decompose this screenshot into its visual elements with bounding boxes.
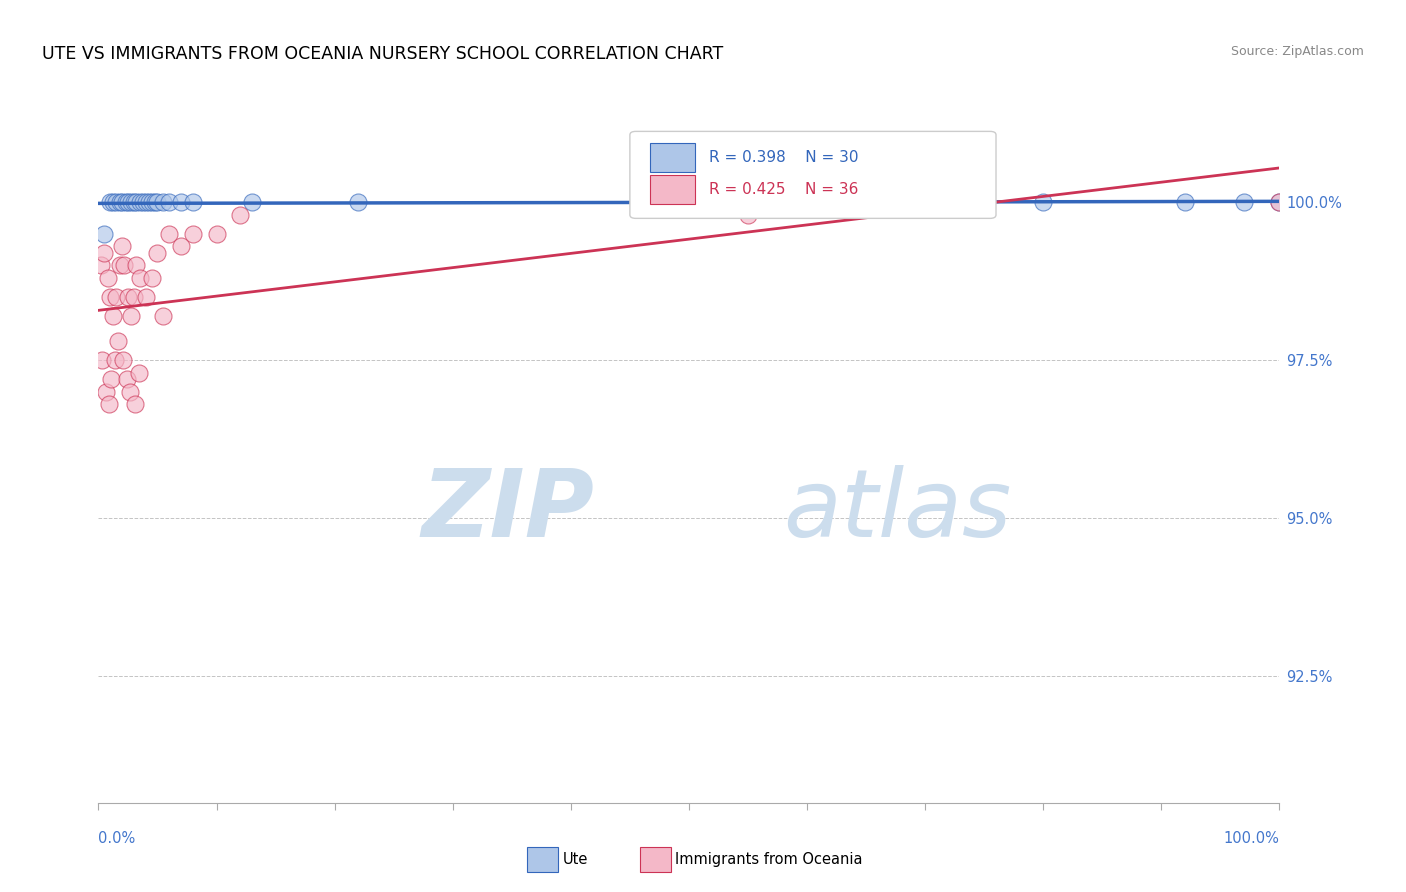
Point xyxy=(121,309,143,323)
Point xyxy=(90,258,112,272)
Point xyxy=(98,290,121,304)
Point xyxy=(122,194,145,209)
Point xyxy=(347,194,370,209)
Point xyxy=(98,397,121,411)
Text: Source: ZipAtlas.com: Source: ZipAtlas.com xyxy=(1230,45,1364,58)
Point xyxy=(170,239,193,253)
Point xyxy=(737,208,759,222)
Point xyxy=(111,239,134,253)
Point xyxy=(1233,194,1256,209)
Point xyxy=(100,372,122,386)
Point xyxy=(104,353,127,368)
Point xyxy=(128,366,150,380)
Point xyxy=(135,290,157,304)
Point xyxy=(114,194,136,209)
Point xyxy=(181,194,204,209)
FancyBboxPatch shape xyxy=(630,131,995,219)
Point xyxy=(120,384,142,399)
Text: atlas: atlas xyxy=(783,465,1012,556)
Text: UTE VS IMMIGRANTS FROM OCEANIA NURSERY SCHOOL CORRELATION CHART: UTE VS IMMIGRANTS FROM OCEANIA NURSERY S… xyxy=(42,45,724,62)
Point xyxy=(117,290,139,304)
Point xyxy=(101,194,124,209)
Point xyxy=(1174,194,1197,209)
Point xyxy=(1032,194,1054,209)
Point xyxy=(98,194,121,209)
Point xyxy=(152,309,174,323)
Point xyxy=(125,258,148,272)
Point xyxy=(170,194,193,209)
Text: Immigrants from Oceania: Immigrants from Oceania xyxy=(675,853,862,867)
Text: 100.0%: 100.0% xyxy=(1223,830,1279,846)
Point xyxy=(117,194,139,209)
Point xyxy=(205,227,228,241)
Point xyxy=(105,194,128,209)
Point xyxy=(143,194,166,209)
Point xyxy=(93,227,115,241)
Point xyxy=(128,194,150,209)
Text: Ute: Ute xyxy=(562,853,588,867)
Point xyxy=(111,194,134,209)
Point xyxy=(141,270,163,285)
Point xyxy=(855,194,877,209)
Point xyxy=(737,194,759,209)
Point xyxy=(157,227,180,241)
Point xyxy=(122,290,145,304)
Point xyxy=(138,194,160,209)
Text: R = 0.398    N = 30: R = 0.398 N = 30 xyxy=(709,150,859,165)
Text: 0.0%: 0.0% xyxy=(98,830,135,846)
Point xyxy=(125,194,148,209)
Point xyxy=(1268,194,1291,209)
Point xyxy=(94,384,117,399)
Bar xyxy=(650,175,695,204)
Point xyxy=(115,372,138,386)
Point xyxy=(107,334,129,348)
Point xyxy=(91,353,114,368)
Point xyxy=(121,194,143,209)
Point xyxy=(124,397,146,411)
Bar xyxy=(650,143,695,172)
Point xyxy=(132,194,155,209)
Point xyxy=(146,194,169,209)
Text: R = 0.425    N = 36: R = 0.425 N = 36 xyxy=(709,182,859,197)
Point xyxy=(112,353,135,368)
Point xyxy=(152,194,174,209)
Point xyxy=(108,258,131,272)
Point xyxy=(181,227,204,241)
Point xyxy=(146,245,169,260)
Point xyxy=(93,245,115,260)
Point xyxy=(240,194,263,209)
Point xyxy=(108,194,131,209)
Point xyxy=(229,208,252,222)
Point xyxy=(105,290,128,304)
Point xyxy=(101,309,124,323)
Point xyxy=(112,258,135,272)
Text: ZIP: ZIP xyxy=(422,465,595,557)
Point xyxy=(97,270,120,285)
Point xyxy=(1268,194,1291,209)
Point xyxy=(157,194,180,209)
Point xyxy=(128,270,150,285)
Point xyxy=(135,194,157,209)
Point xyxy=(141,194,163,209)
